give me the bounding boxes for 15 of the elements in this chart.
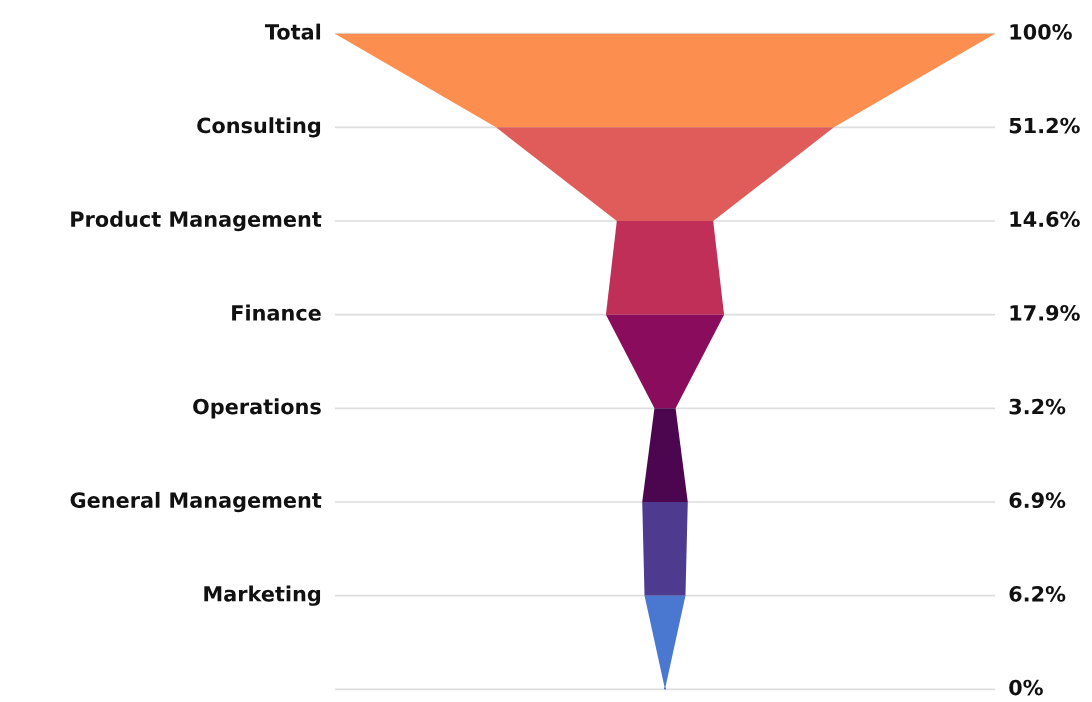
data-label: 51.2% [1009, 117, 1080, 134]
category-label: Consulting [197, 117, 321, 138]
category-label: Total [264, 23, 321, 40]
category-label: Product Management [71, 210, 322, 232]
category-label: Finance [232, 304, 321, 321]
data-label: 100% [1010, 23, 1072, 40]
category-label: Operations [193, 398, 321, 419]
data-label: 14.6% [1010, 211, 1080, 228]
data-label: 3.2% [1009, 398, 1066, 415]
data-label: 6.2% [1009, 585, 1066, 602]
data-label: 6.9% [1009, 492, 1066, 509]
category-label: Marketing [204, 585, 321, 606]
category-label: General Management [70, 491, 322, 513]
data-label: 0% [1009, 679, 1043, 696]
data-label: 17.9% [1010, 304, 1080, 321]
